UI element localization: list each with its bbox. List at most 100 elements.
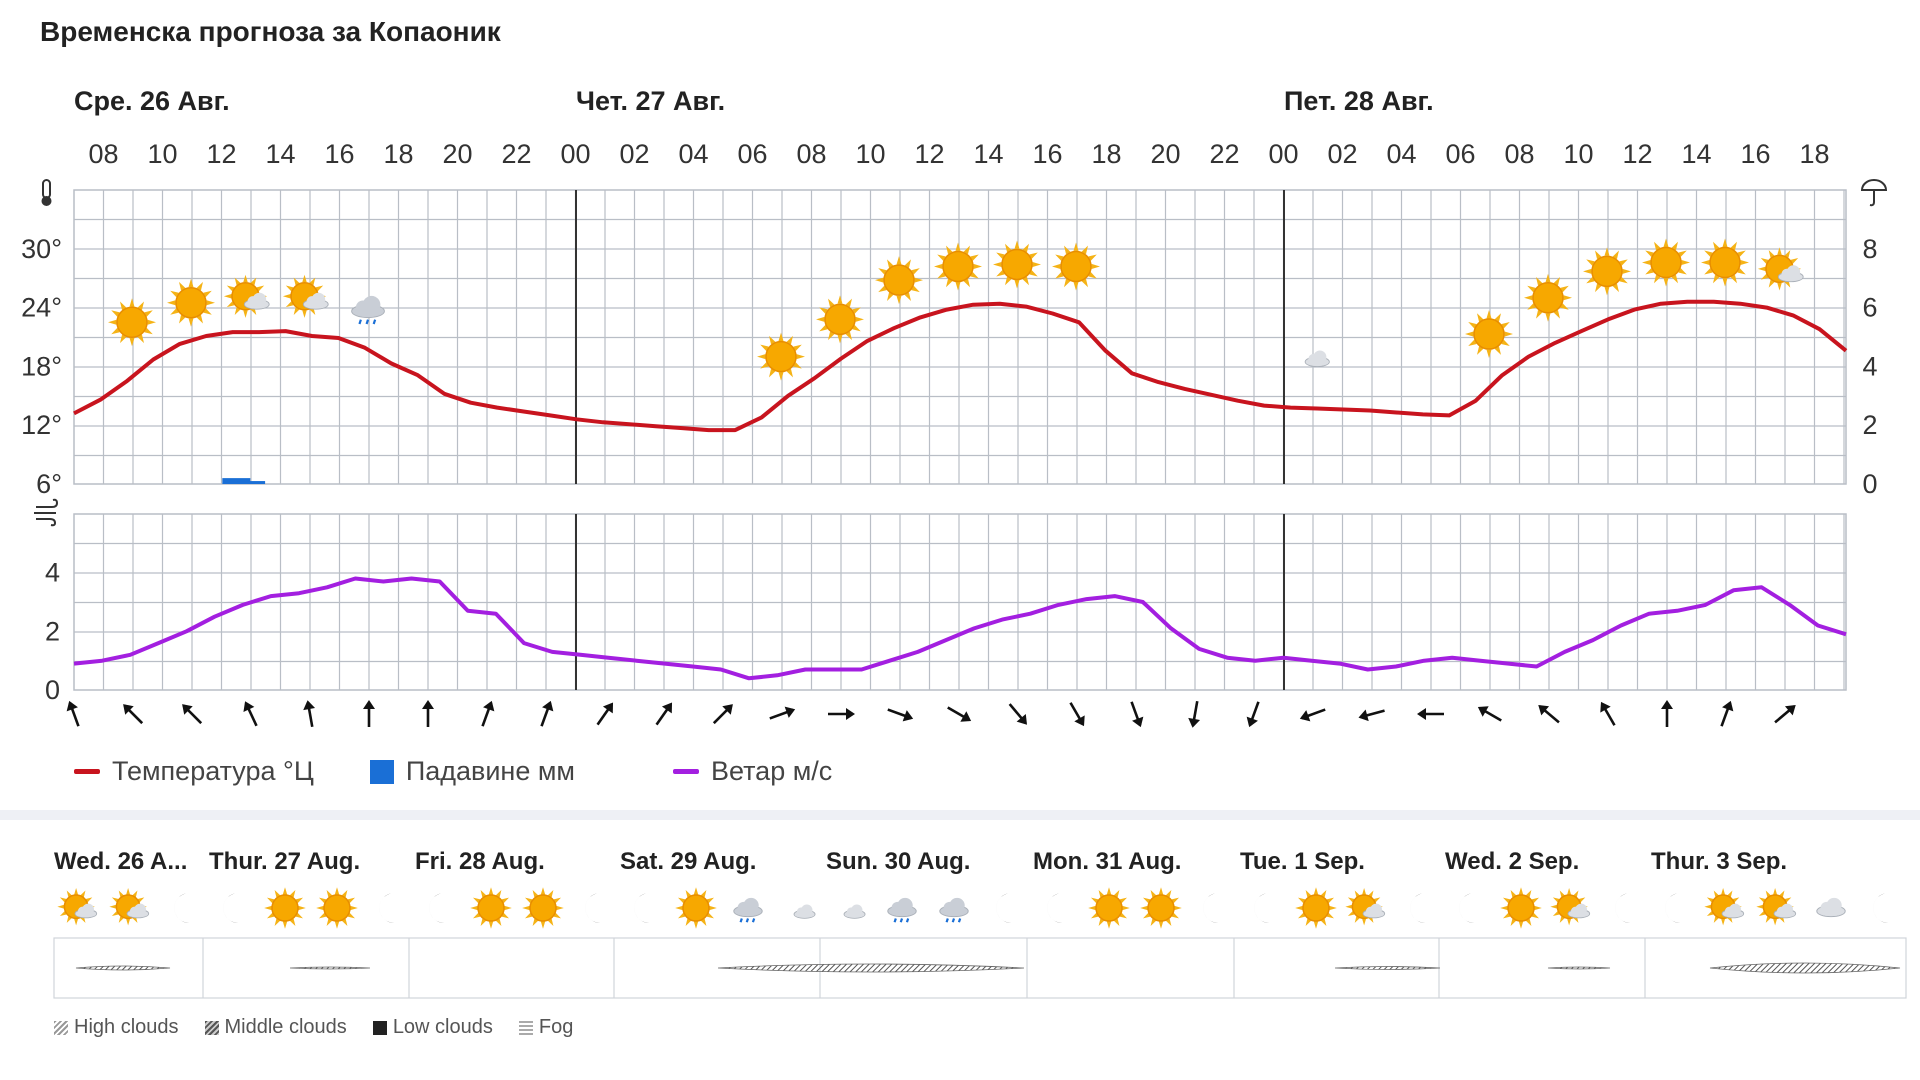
cloud-icon <box>733 897 763 918</box>
week-day-label: Sun. 30 Aug. <box>826 848 971 875</box>
cloud-icon <box>1567 903 1591 919</box>
wind-direction-arrow <box>1130 701 1144 728</box>
cloud-icon <box>843 904 866 919</box>
wind-direction-arrow <box>1477 706 1502 722</box>
sun-icon <box>1052 242 1100 291</box>
hour-tick-label: 20 <box>1150 139 1180 169</box>
precipitation-tick-label: 6 <box>1862 293 1877 323</box>
precipitation-tick-label: 4 <box>1862 351 1877 381</box>
moon-icon <box>1047 893 1063 923</box>
legend-precipitation-swatch <box>369 759 394 784</box>
legend-precipitation: Падавине мм <box>369 756 575 787</box>
hour-tick-label: 14 <box>265 139 295 169</box>
moon-cloud-icon <box>1297 338 1330 368</box>
week-overview: Wed. 26 A... Thur. 27 Aug. Fri. 28 Aug. Sat… <box>0 820 1920 1080</box>
moon-icon <box>429 893 445 923</box>
wind-direction-arrow <box>363 700 375 727</box>
sun-cloud-icon <box>223 274 270 318</box>
legend-temperature-label: Температура °Ц <box>112 756 314 786</box>
sun-icon <box>470 887 512 929</box>
temperature-tick-label: 30° <box>21 234 62 264</box>
moon-icon <box>1410 893 1426 923</box>
precipitation-bar <box>222 478 251 484</box>
hour-tick-label: 18 <box>383 139 413 169</box>
hour-tick-label: 12 <box>206 139 236 169</box>
sun-icon <box>1140 887 1182 929</box>
hour-tick-label: 00 <box>560 139 590 169</box>
cloud-band <box>1709 962 1901 974</box>
rain-cloud-icon <box>939 897 969 923</box>
week-day-label: Fri. 28 Aug. <box>415 848 545 875</box>
forecast-chart: Сре. 26 Авг. Чет. 27 Авг. Пет. 28 Авг.08 10… <box>21 86 1888 728</box>
legend-temperature-swatch <box>74 769 100 774</box>
sun-icon <box>1088 887 1130 929</box>
sun-icon <box>1295 887 1337 929</box>
moon-icon <box>1203 893 1219 923</box>
day-label: Сре. 26 Авг. <box>74 86 230 116</box>
temperature-line <box>73 299 1848 433</box>
low-clouds-swatch <box>372 1020 387 1035</box>
cloud-icon <box>1721 903 1745 919</box>
wind-direction-arrow <box>1661 700 1673 727</box>
wind-direction-arrow <box>1008 703 1027 725</box>
week-day-label: Thur. 3 Sep. <box>1651 848 1788 875</box>
wind-tick-label: 4 <box>45 558 60 588</box>
cloud-icon <box>126 903 150 919</box>
sun-icon <box>1465 310 1513 359</box>
precipitation-tick-label: 2 <box>1862 410 1877 440</box>
moon-cloud-icon <box>787 894 816 920</box>
wind-direction-arrow <box>1538 705 1560 724</box>
cloud-icon <box>793 904 816 919</box>
wind-direction-arrow <box>182 704 203 725</box>
cloud-icon <box>1773 903 1797 919</box>
wind-direction-arrow <box>243 701 258 727</box>
hour-tick-label: 08 <box>1504 139 1534 169</box>
section-divider <box>0 810 1920 820</box>
wind-direction-arrow <box>769 706 796 720</box>
sun-cloud-icon <box>109 887 150 926</box>
wind-direction-arrow <box>1246 701 1260 728</box>
sun-icon <box>108 298 156 347</box>
cloud-icon <box>1304 350 1330 367</box>
sun-icon <box>816 295 864 344</box>
cloud-icon <box>243 292 270 310</box>
temperature-tick-label: 6° <box>36 469 62 499</box>
fog-label: Fog <box>538 1016 574 1038</box>
middle-clouds-label: Middle clouds <box>224 1016 347 1038</box>
moon-icon <box>223 893 239 923</box>
cloud-legend-high: High clouds <box>54 1016 179 1039</box>
moon-cloud-icon <box>837 894 866 920</box>
wind-direction-arrow <box>1600 701 1616 726</box>
wind-direction-arrow <box>947 706 972 722</box>
moon-icon <box>1615 893 1631 923</box>
wind-direction-arrow <box>1720 700 1734 727</box>
wind-direction-arrow <box>1774 705 1796 724</box>
wind-direction-arrow <box>712 704 733 725</box>
sun-cloud-icon <box>1757 247 1804 291</box>
cloud-icon <box>302 292 329 310</box>
hour-tick-label: 14 <box>1681 139 1711 169</box>
day-label: Чет. 27 Авг. <box>576 86 725 116</box>
hour-tick-label: 10 <box>1563 139 1593 169</box>
cloud-icon <box>939 897 969 918</box>
temperature-grid <box>73 189 1847 485</box>
week-day-label: Sat. 29 Aug. <box>620 848 757 875</box>
hour-tick-label: 04 <box>678 139 708 169</box>
wind-direction-arrow <box>1069 702 1085 727</box>
sun-icon <box>757 332 805 381</box>
wind-direction-arrow <box>303 700 316 728</box>
wind-direction-arrow <box>1358 709 1385 722</box>
precipitation-bar <box>237 481 266 484</box>
wind-icon <box>34 498 59 527</box>
temperature-tick-label: 18° <box>21 351 62 381</box>
cloud-legend-middle: Middle clouds <box>204 1016 347 1039</box>
page-title: Временска прогноза за Копаоник <box>40 16 501 47</box>
sun-icon <box>993 240 1041 289</box>
hour-tick-label: 16 <box>1032 139 1062 169</box>
low-clouds-label: Low clouds <box>392 1016 493 1038</box>
cloud-icon <box>1362 903 1386 919</box>
moon-icon <box>1254 893 1270 923</box>
hour-tick-label: 16 <box>324 139 354 169</box>
sun-icon <box>934 242 982 291</box>
sun-icon <box>522 887 564 929</box>
